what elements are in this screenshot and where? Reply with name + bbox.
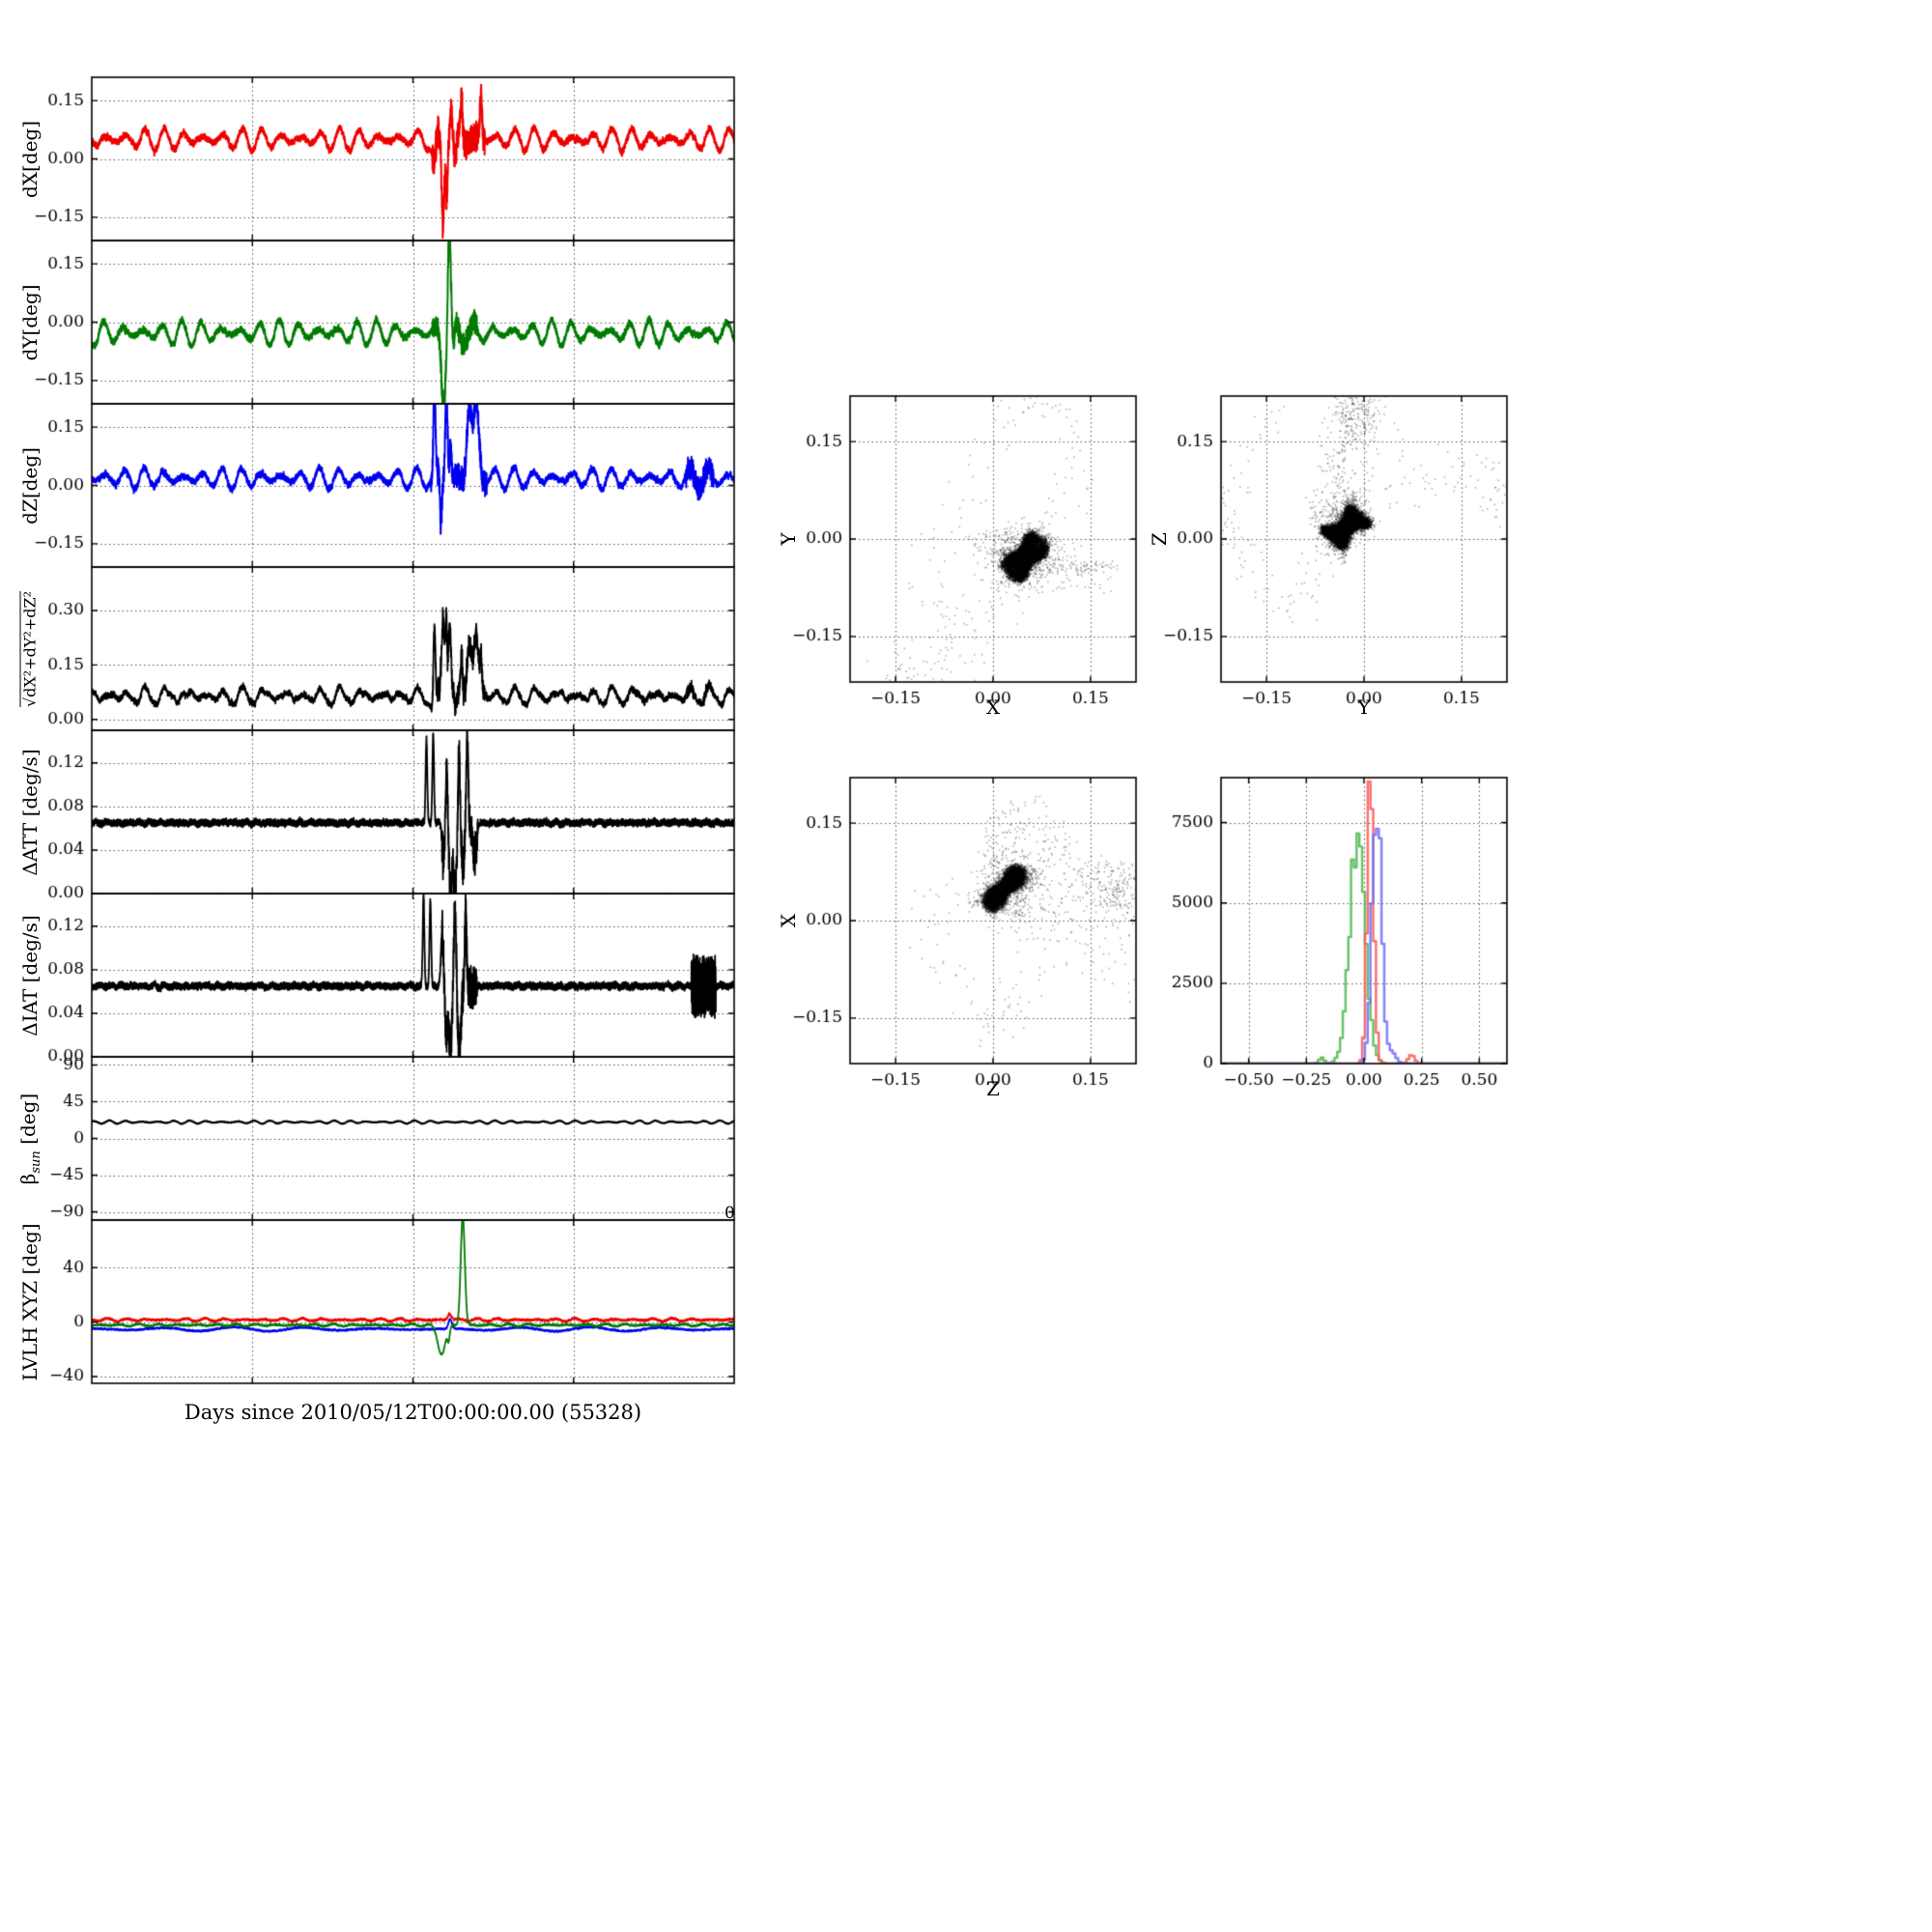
time-axis-label: Days since 2010/05/12T00:00:00.00 (55328… [184, 1401, 642, 1424]
stray-zero-tick-label: 0 [724, 1204, 735, 1223]
